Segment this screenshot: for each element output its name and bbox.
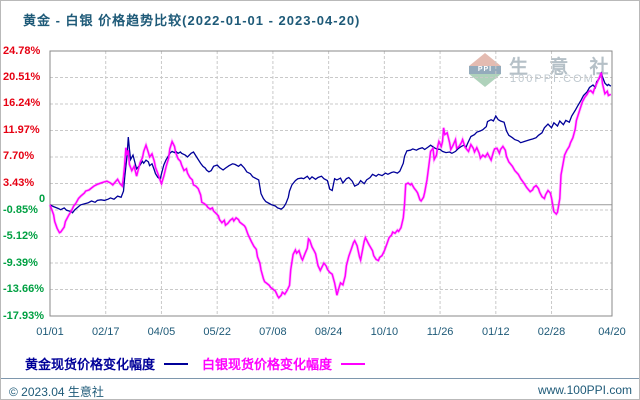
copyright-text: © 2023.04 生意社 (9, 385, 104, 399)
x-tick-label: 01/01 (36, 326, 64, 338)
footer-divider (1, 378, 639, 379)
y-tick-label: 20.51% (3, 70, 41, 83)
plot-border (49, 50, 613, 317)
y-tick-label: -0.85% (3, 203, 38, 216)
legend-label-silver: 白银现货价格变化幅度 (202, 357, 333, 372)
y-tick-label: 16.24% (3, 97, 41, 110)
y-tick-label: -17.93% (3, 309, 44, 322)
x-tick-label: 02/17 (91, 326, 120, 338)
y-tick-label: 7.70% (3, 150, 35, 163)
y-tick-label: -13.66% (3, 283, 44, 295)
silver-line (49, 72, 612, 299)
y-tick-label: 24.78% (3, 44, 41, 57)
logo-ppi-text: PPI (469, 66, 501, 74)
x-tick-label: 02/28 (537, 326, 566, 338)
x-tick-label: 01/12 (482, 326, 510, 338)
chart-title: 黄金 - 白银 价格趋势比较(2022-01-01 - 2023-04-20) (23, 13, 361, 28)
legend-label-gold: 黄金现货价格变化幅度 (25, 357, 156, 372)
site-link[interactable]: www.100PPI.com (537, 383, 632, 397)
y-tick-label: -9.39% (3, 256, 38, 269)
legend: 黄金现货价格变化幅度 白银现货价格变化幅度 (25, 354, 379, 373)
y-tick-label: 3.43% (3, 176, 35, 189)
x-tick-label: 04/20 (598, 326, 626, 338)
gold-line (49, 71, 612, 214)
logo-roof-shape (469, 53, 501, 66)
silver-line-glow (48, 72, 612, 301)
x-tick-label: 07/08 (259, 326, 287, 338)
legend-swatch-silver (341, 362, 366, 365)
y-tick-label: -5.12% (3, 230, 38, 243)
x-tick-label: 10/10 (370, 326, 399, 338)
x-tick-label: 05/22 (203, 326, 231, 338)
x-tick-label: 11/26 (426, 326, 454, 338)
watermark-brand-text: 生 意 社 (509, 57, 617, 78)
y-tick-label: 11.97% (3, 123, 40, 136)
zero-tick-label: 0 (39, 192, 46, 205)
legend-swatch-gold (164, 362, 189, 365)
x-tick-label: 08/24 (314, 326, 343, 338)
x-tick-label: 04/05 (147, 326, 176, 338)
